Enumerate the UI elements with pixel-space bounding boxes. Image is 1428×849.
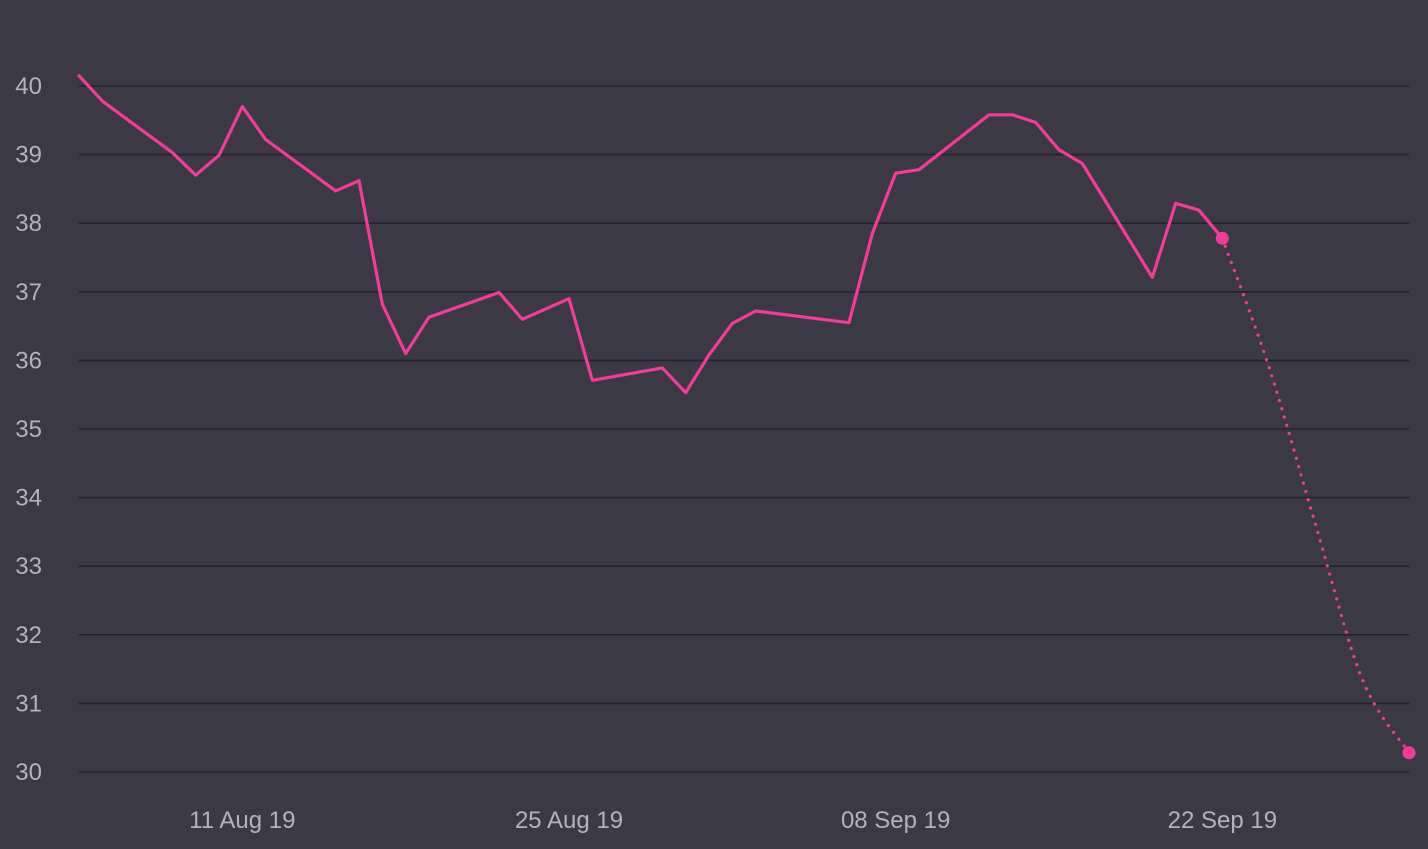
y-tick-label: 38	[15, 210, 42, 237]
forecast-end-point[interactable]	[1402, 746, 1416, 760]
y-tick-label: 40	[15, 73, 42, 100]
y-tick-label: 35	[15, 416, 42, 443]
y-tick-label: 32	[15, 622, 42, 649]
y-tick-label: 34	[15, 485, 42, 512]
y-tick-label: 39	[15, 142, 42, 169]
forecast-series-line	[1220, 236, 1411, 755]
y-tick-label: 36	[15, 347, 42, 374]
forecast-start-point[interactable]	[1215, 231, 1229, 245]
plot-area	[77, 74, 1416, 760]
gridlines	[79, 85, 1409, 773]
x-tick-label: 08 Sep 19	[841, 807, 950, 834]
y-tick-label: 30	[15, 759, 42, 786]
x-tick-label: 22 Sep 19	[1168, 807, 1277, 834]
y-axis-ticks: 30 31 32 33 34 35 36 37 38 39 40	[15, 73, 42, 786]
x-axis-ticks: 11 Aug 19 25 Aug 19 08 Sep 19 22 Sep 19	[189, 807, 1277, 834]
x-tick-label: 11 Aug 19	[189, 807, 295, 834]
y-tick-label: 37	[15, 279, 42, 306]
x-tick-label: 25 Aug 19	[515, 807, 623, 834]
history-series-line	[77, 74, 1224, 395]
y-tick-label: 31	[15, 690, 42, 717]
y-tick-label: 33	[15, 553, 42, 580]
